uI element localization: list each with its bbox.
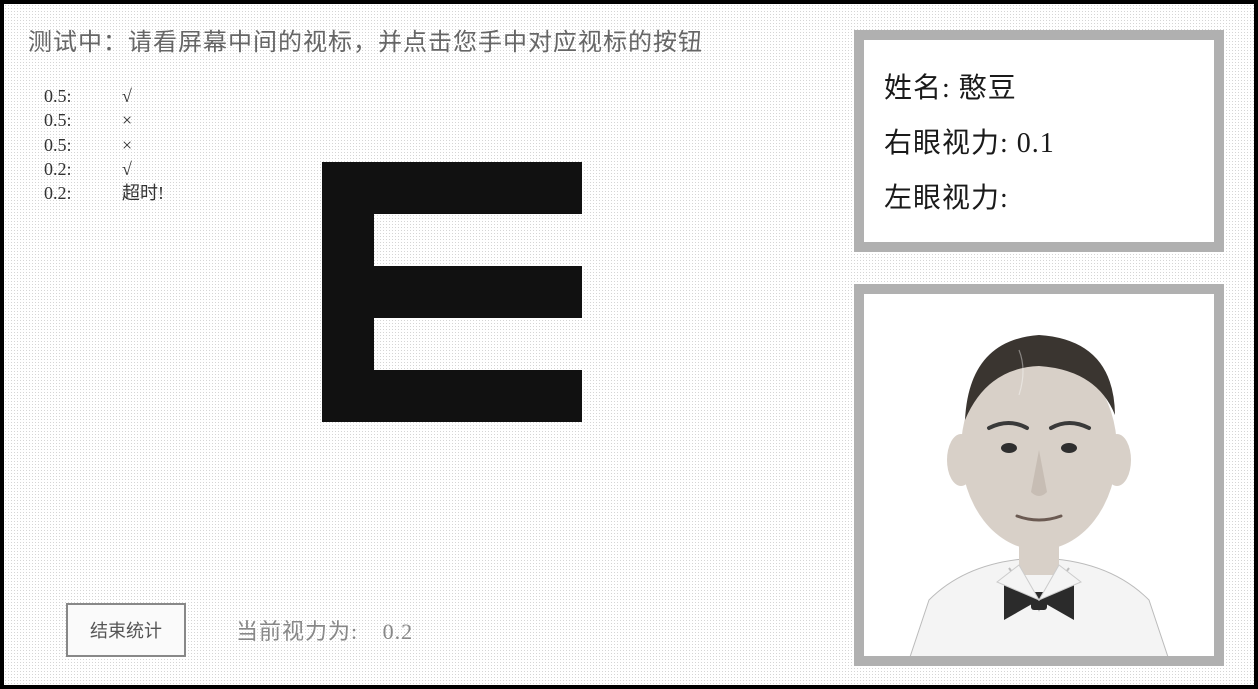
history-row: 0.5: × <box>44 108 164 132</box>
patient-portrait-icon <box>869 300 1209 660</box>
history-level: 0.2: <box>44 181 94 205</box>
vision-e-chart <box>322 162 582 422</box>
name-value: 憨豆 <box>959 73 1017 104</box>
left-eye-line: 左眼视力: <box>884 176 1194 216</box>
history-result: × <box>122 108 132 132</box>
current-vision-value: 0.2 <box>383 619 414 644</box>
end-statistics-button[interactable]: 结束统计 <box>66 603 186 657</box>
patient-info-panel: 姓名: 憨豆 右眼视力: 0.1 左眼视力: <box>854 30 1224 252</box>
history-level: 0.5: <box>44 133 94 157</box>
history-row: 0.5: √ <box>44 84 164 108</box>
history-level: 0.5: <box>44 108 94 132</box>
history-result: 超时! <box>122 181 164 205</box>
right-eye-label: 右眼视力: <box>884 128 1009 159</box>
instruction-text: 测试中：请看屏幕中间的视标，并点击您手中对应视标的按钮 <box>28 22 703 57</box>
patient-photo-panel <box>854 284 1224 666</box>
history-result: × <box>122 133 132 157</box>
history-list: 0.5: √ 0.5: × 0.5: × 0.2: √ 0.2: 超时! <box>44 84 164 205</box>
left-eye-label: 左眼视力: <box>884 183 1009 214</box>
history-level: 0.5: <box>44 84 94 108</box>
history-row: 0.5: × <box>44 133 164 157</box>
right-eye-value: 0.1 <box>1017 128 1055 159</box>
name-label: 姓名: <box>884 73 951 104</box>
history-row: 0.2: 超时! <box>44 181 164 205</box>
right-eye-line: 右眼视力: 0.1 <box>884 121 1194 161</box>
bottom-bar: 结束统计 当前视力为: 0.2 <box>66 603 413 657</box>
history-result: √ <box>122 84 132 108</box>
history-row: 0.2: √ <box>44 157 164 181</box>
history-result: √ <box>122 157 132 181</box>
patient-name-line: 姓名: 憨豆 <box>884 66 1194 106</box>
e-chart-icon <box>322 162 582 422</box>
current-vision-text: 当前视力为: 0.2 <box>236 614 413 646</box>
current-vision-label: 当前视力为: <box>236 619 358 644</box>
history-level: 0.2: <box>44 157 94 181</box>
